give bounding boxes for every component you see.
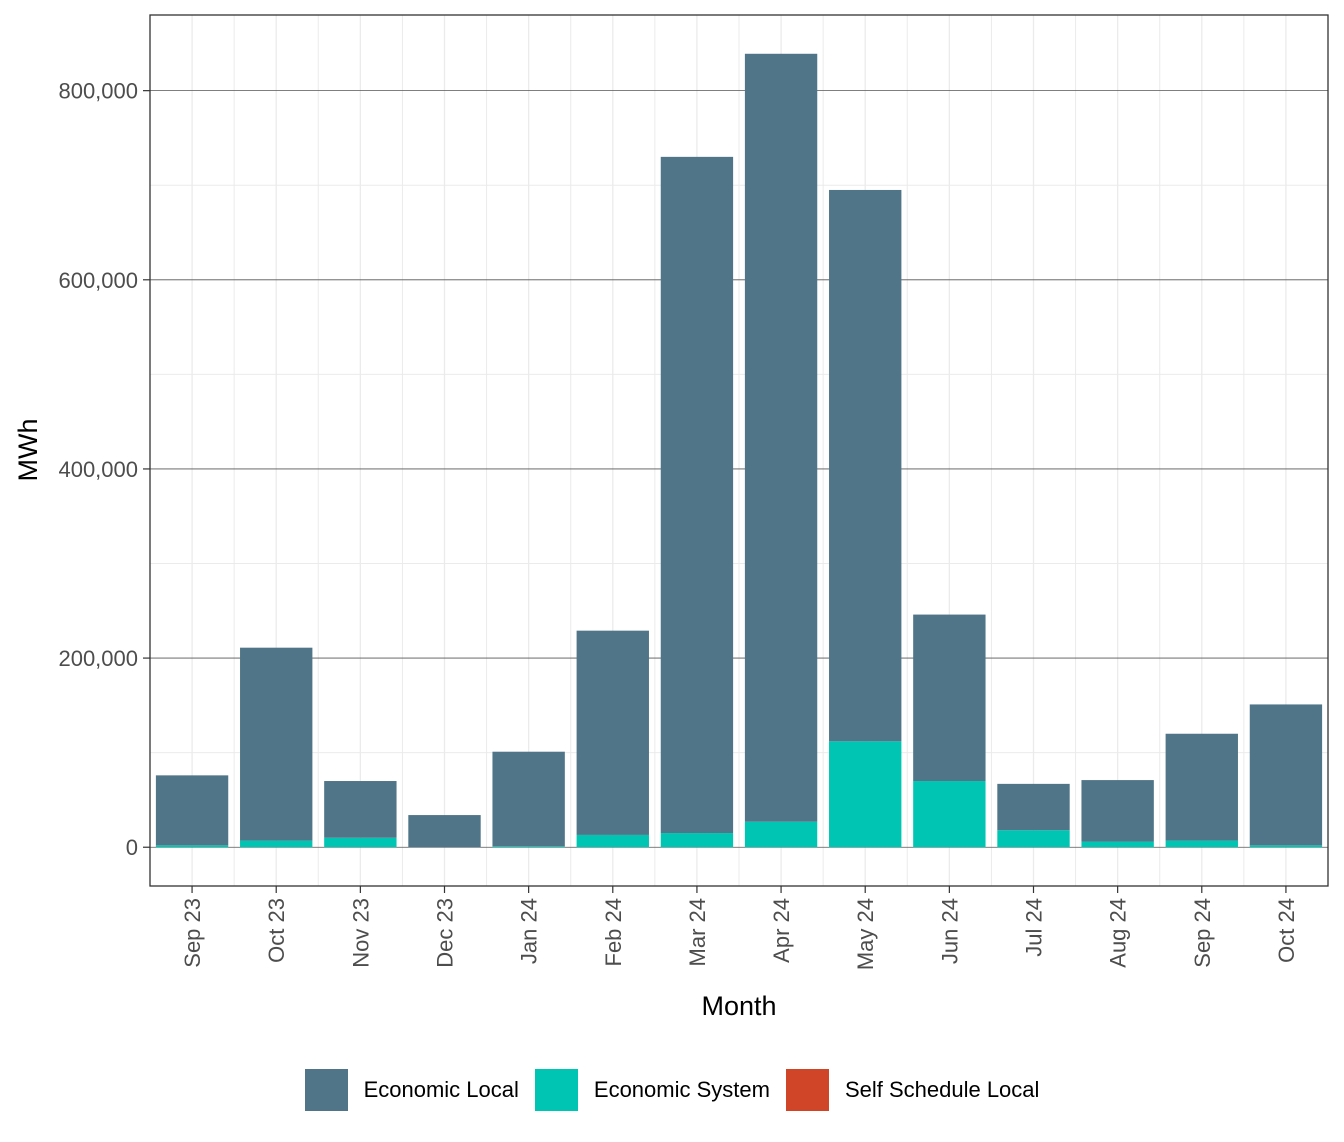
legend-item-economic-system: Economic System — [534, 1069, 770, 1111]
bar-economic-local — [660, 156, 734, 834]
bar-economic-local — [744, 53, 818, 822]
x-axis: Sep 23 Oct 23 Nov 23 Dec 23 Jan 24 Feb 24 Mar … — [180, 886, 1299, 970]
grid-lines — [150, 15, 1328, 886]
bar-economic-system — [913, 781, 986, 848]
y-axis-title: MWh — [13, 419, 43, 482]
bar-economic-system — [1249, 845, 1323, 848]
x-tick-label: Dec 23 — [433, 898, 458, 968]
x-tick-label: Aug 24 — [1106, 898, 1131, 968]
bar-economic-system — [997, 830, 1070, 848]
y-tick-label: 800,000 — [58, 79, 138, 104]
legend-label-economic-local: Economic Local — [363, 1077, 519, 1102]
bar-economic-local — [576, 630, 649, 835]
x-tick-label: Nov 23 — [348, 898, 373, 968]
x-tick-label: Mar 24 — [685, 898, 710, 966]
bar-economic-local — [492, 751, 565, 847]
y-axis: 0 200,000 400,000 600,000 800,000 — [58, 79, 150, 860]
y-tick-label: 400,000 — [58, 457, 138, 482]
x-tick-label: May 24 — [853, 898, 878, 970]
legend: Economic Local Economic System Self Sche… — [0, 1068, 1344, 1112]
bar-economic-local — [324, 781, 397, 838]
bar-economic-system — [660, 833, 734, 848]
bar-economic-local — [1165, 733, 1238, 841]
bar-economic-local — [829, 189, 902, 742]
bar-economic-local — [1249, 704, 1323, 846]
x-tick-label: Oct 24 — [1274, 898, 1299, 963]
x-tick-label: Sep 24 — [1190, 898, 1215, 968]
bar-economic-system — [324, 837, 397, 848]
legend-item-economic-local: Economic Local — [304, 1069, 519, 1111]
y-tick-label: 600,000 — [58, 268, 138, 293]
legend-key-economic-system — [534, 1069, 578, 1111]
x-tick-label: Jan 24 — [517, 898, 542, 964]
legend-label-economic-system: Economic System — [593, 1077, 770, 1102]
legend-label-self-schedule-local: Self Schedule Local — [844, 1077, 1040, 1102]
bar-economic-system — [744, 821, 818, 848]
y-tick-label: 0 — [126, 835, 138, 860]
x-tick-label: Sep 23 — [180, 898, 205, 968]
bar-economic-local — [1081, 780, 1154, 842]
legend-key-self-schedule-local — [785, 1069, 829, 1111]
bar-economic-system — [576, 834, 649, 848]
bar-economic-system — [1081, 841, 1154, 848]
y-tick-label: 200,000 — [58, 646, 138, 671]
legend-item-self-schedule-local: Self Schedule Local — [785, 1069, 1040, 1111]
bar-economic-system — [1165, 840, 1238, 848]
bar-economic-local — [997, 783, 1070, 831]
plot-panel-border — [149, 14, 1329, 887]
bar-economic-local — [913, 614, 986, 782]
bar-economic-system — [240, 840, 313, 848]
bar-economic-system — [492, 846, 565, 848]
x-tick-label: Jul 24 — [1022, 898, 1047, 957]
bar-economic-system — [829, 741, 902, 848]
bar-economic-local — [408, 815, 481, 848]
legend-key-economic-local — [304, 1069, 348, 1111]
bar-economic-local — [240, 647, 313, 841]
x-tick-label: Apr 24 — [769, 898, 794, 963]
x-tick-label: Feb 24 — [601, 898, 626, 967]
x-axis-title: Month — [701, 991, 776, 1021]
bar-economic-local — [155, 775, 229, 846]
x-tick-label: Oct 23 — [264, 898, 289, 963]
chart: 0 200,000 400,000 600,000 800,000 Sep 23 Oct … — [13, 14, 1329, 1021]
bars — [155, 53, 1323, 848]
x-tick-label: Jun 24 — [937, 898, 962, 964]
bar-economic-system — [155, 845, 229, 848]
